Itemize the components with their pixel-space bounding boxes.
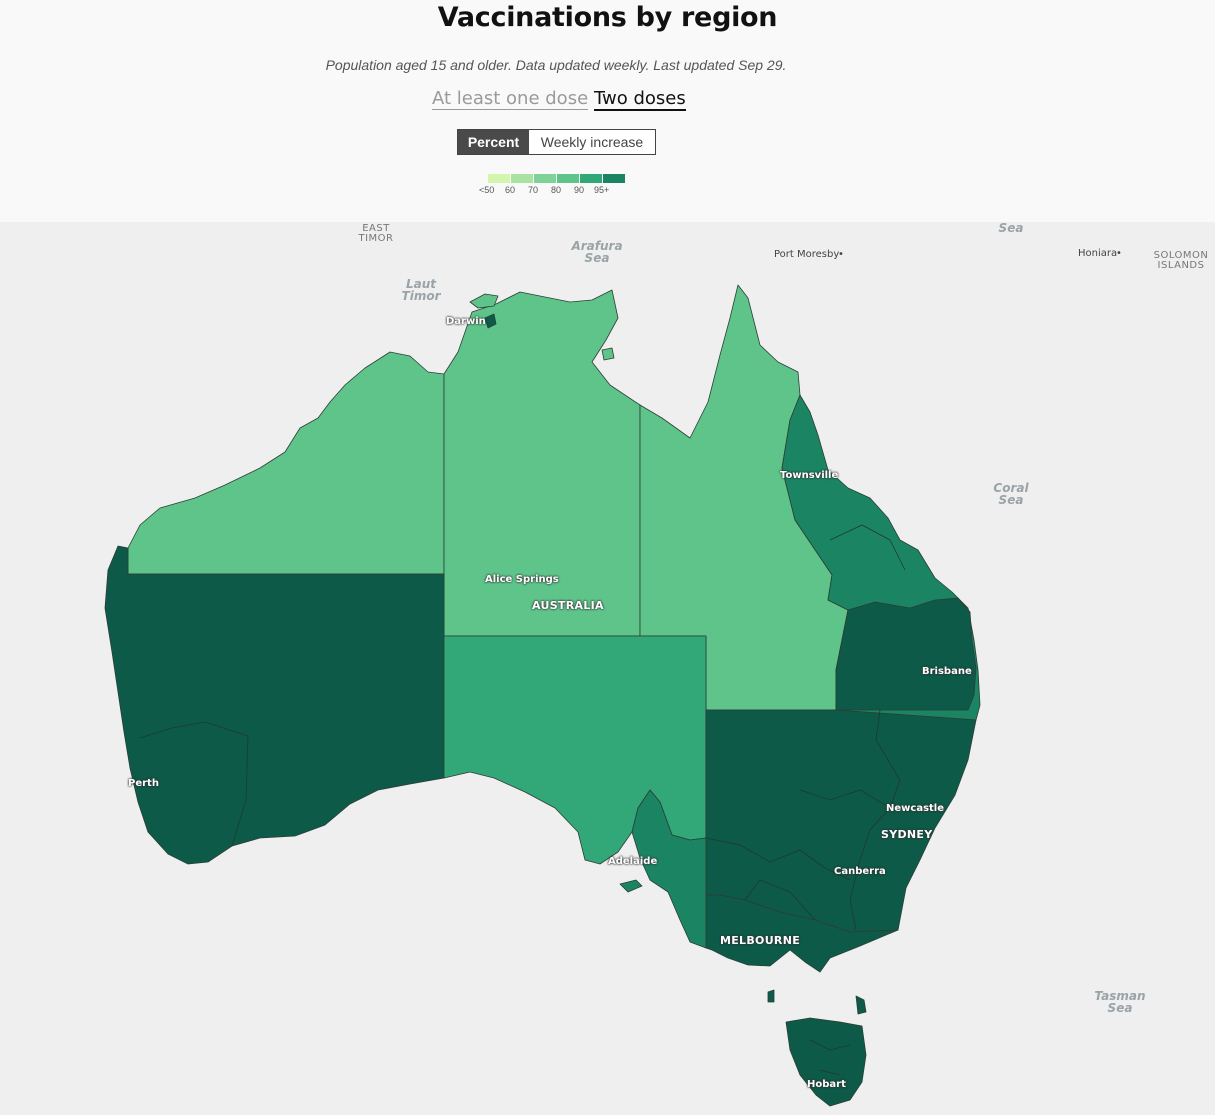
- boundary-perth-region: [139, 721, 249, 847]
- region-groote[interactable]: [601, 347, 615, 361]
- page-title: Vaccinations by region: [437, 2, 778, 33]
- region-wa-north[interactable]: [127, 351, 445, 575]
- boundary-nsw-west: [705, 837, 851, 881]
- city-newcastle: Newcastle: [886, 803, 945, 814]
- port-moresby-dot: •: [838, 249, 844, 260]
- boundary-tas: [809, 1039, 851, 1076]
- label-solomon-islands: SOLOMON ISLANDS: [1153, 250, 1209, 271]
- region-king-island[interactable]: [767, 989, 775, 1003]
- honiara-dot: •: [1116, 248, 1122, 259]
- region-wa-south[interactable]: [104, 545, 445, 865]
- region-vic[interactable]: [705, 894, 899, 973]
- label-honiara: Honiara: [1078, 248, 1118, 259]
- boundary-nsw-central: [799, 789, 891, 809]
- region-kangaroo-island[interactable]: [619, 879, 643, 893]
- boundary-nsw-east: [849, 709, 901, 931]
- label-arafura-sea: Arafura Sea: [571, 239, 623, 265]
- region-qld-se[interactable]: [835, 597, 977, 711]
- metric-toggle: Percent Weekly increase: [457, 129, 656, 155]
- boundary-vic-north: [744, 879, 816, 921]
- city-brisbane: Brisbane: [922, 666, 972, 677]
- legend-swatch-lt50: [488, 174, 510, 183]
- legend-swatch-95plus: [603, 174, 625, 183]
- legend-swatch-60: [511, 174, 533, 183]
- city-alice-springs: Alice Springs: [485, 574, 559, 585]
- australia-map: Darwin Townsville Alice Springs AUSTRALI…: [0, 222, 1215, 1115]
- boundary-qld-coast: [829, 524, 906, 571]
- region-sa-east[interactable]: [631, 789, 707, 949]
- legend-swatch-70: [534, 174, 556, 183]
- legend-label-70: 70: [528, 185, 539, 195]
- toggle-percent-button[interactable]: Percent: [458, 130, 529, 154]
- country-label-australia: AUSTRALIA: [532, 599, 604, 612]
- region-tas[interactable]: [785, 1017, 867, 1107]
- city-perth: Perth: [128, 778, 159, 789]
- toggle-weekly-increase-button[interactable]: Weekly increase: [529, 130, 655, 154]
- label-sea-top: Sea: [998, 221, 1024, 235]
- legend-label-lt50: <50: [479, 185, 495, 195]
- legend-swatch-90: [580, 174, 602, 183]
- page-subtitle: Population aged 15 and older. Data updat…: [325, 57, 787, 73]
- region-flinders-island[interactable]: [855, 995, 867, 1015]
- city-adelaide: Adelaide: [608, 856, 658, 867]
- city-hobart: Hobart: [807, 1079, 846, 1090]
- legend-swatch-80: [557, 174, 579, 183]
- city-canberra: Canberra: [834, 866, 886, 877]
- label-east-timor: EAST TIMOR: [358, 223, 394, 244]
- region-nsw[interactable]: [705, 709, 977, 933]
- city-sydney: SYDNEY: [881, 828, 933, 841]
- legend-label-80: 80: [551, 185, 562, 195]
- legend-label-95plus: 95+: [594, 185, 610, 195]
- header-panel: Vaccinations by region Population aged 1…: [0, 0, 1215, 222]
- label-tasman-sea: Tasman Sea: [1094, 989, 1146, 1015]
- label-coral-sea: Coral Sea: [993, 481, 1029, 507]
- region-tiwi-islands[interactable]: [469, 293, 499, 309]
- subregion-boundaries: [139, 524, 906, 1076]
- map-svg: [104, 284, 981, 1107]
- label-port-moresby: Port Moresby: [774, 249, 840, 260]
- legend-label-60: 60: [505, 185, 516, 195]
- city-melbourne: MELBOURNE: [720, 934, 801, 947]
- tab-at-least-one-dose[interactable]: At least one dose: [432, 88, 589, 110]
- label-laut-timor: Laut Timor: [401, 277, 441, 303]
- color-legend: <50 60 70 80 90 95+: [478, 172, 628, 198]
- city-darwin: Darwin: [446, 316, 486, 327]
- city-townsville: Townsville: [780, 470, 839, 481]
- legend-label-90: 90: [574, 185, 585, 195]
- region-darwin[interactable]: [484, 313, 497, 329]
- tab-two-doses[interactable]: Two doses: [594, 88, 686, 111]
